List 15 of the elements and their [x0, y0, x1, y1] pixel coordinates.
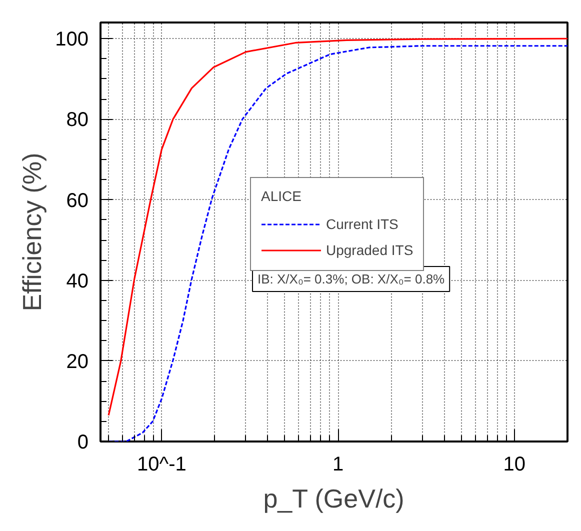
- legend-label: Upgraded ITS: [326, 242, 414, 258]
- y-axis-title: Efficiency (%): [17, 152, 48, 312]
- y-tick-label: 0: [77, 432, 88, 454]
- legend-label: Current ITS: [326, 216, 398, 232]
- x-tick-label: 1: [332, 454, 344, 476]
- y-tick-label: 60: [66, 190, 89, 212]
- annotation: IB: X/X₀= 0.3%; OB: X/X₀= 0.8%: [258, 272, 446, 286]
- x-tick-label: 10^-1: [136, 454, 186, 476]
- legend-title: ALICE: [261, 188, 302, 204]
- y-tick-label: 40: [66, 270, 89, 292]
- y-tick-label: 80: [66, 109, 89, 132]
- x-tick-label: 10: [503, 454, 526, 476]
- y-tick-label: 100: [55, 28, 89, 51]
- x-axis-title: p_T (GeV/c): [263, 484, 404, 514]
- y-tick-label: 20: [66, 350, 89, 373]
